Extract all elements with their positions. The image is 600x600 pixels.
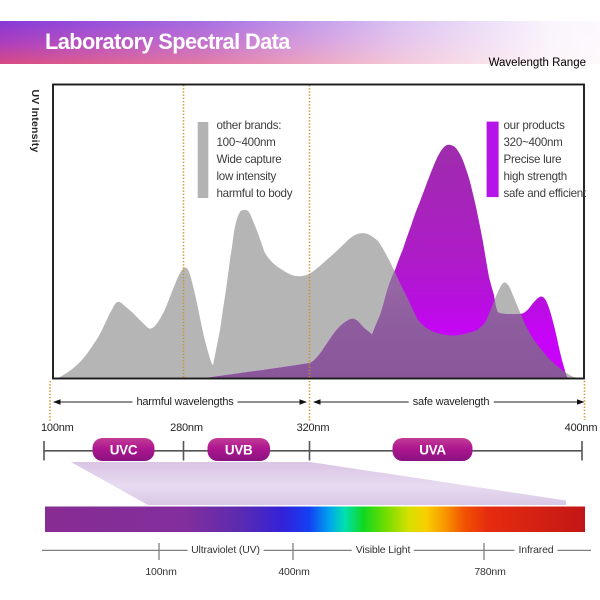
svg-text:UVC: UVC: [110, 443, 138, 458]
svg-text:UVB: UVB: [225, 443, 253, 458]
svg-text:UVA: UVA: [419, 443, 446, 458]
